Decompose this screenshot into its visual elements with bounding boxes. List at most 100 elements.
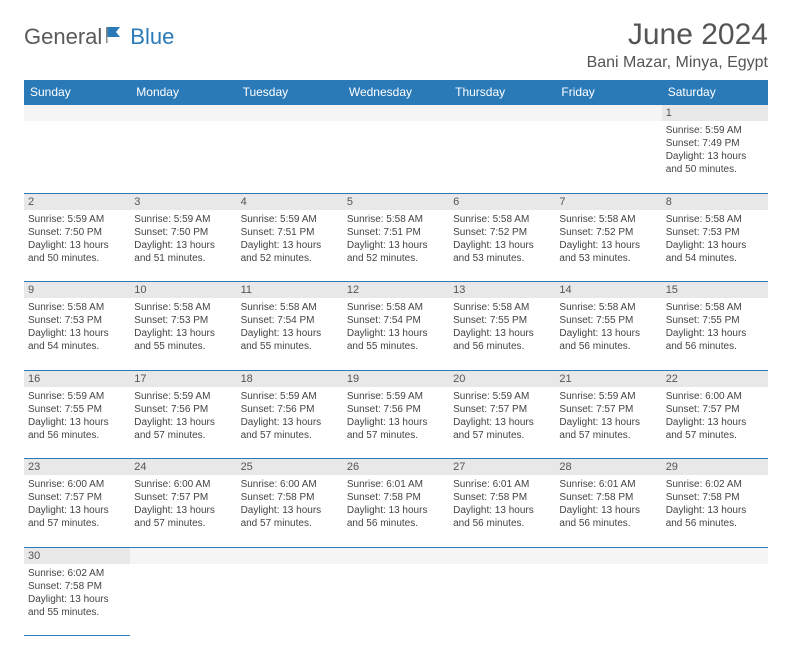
sunset-line: Sunset: 7:57 PM	[134, 491, 232, 504]
day-body-cell: Sunrise: 5:59 AMSunset: 7:57 PMDaylight:…	[555, 387, 661, 459]
daylight-line: Daylight: 13 hours and 57 minutes.	[453, 416, 551, 442]
day-number-cell: 18	[237, 370, 343, 387]
daylight-line: Daylight: 13 hours and 56 minutes.	[559, 504, 657, 530]
day-body-cell: Sunrise: 5:58 AMSunset: 7:53 PMDaylight:…	[24, 298, 130, 370]
day-body-cell	[237, 121, 343, 193]
sunset-line: Sunset: 7:58 PM	[347, 491, 445, 504]
daylight-line: Daylight: 13 hours and 57 minutes.	[347, 416, 445, 442]
day-body-cell: Sunrise: 5:58 AMSunset: 7:53 PMDaylight:…	[662, 210, 768, 282]
sunset-line: Sunset: 7:55 PM	[453, 314, 551, 327]
sunrise-line: Sunrise: 5:58 AM	[347, 301, 445, 314]
sunrise-line: Sunrise: 5:59 AM	[28, 213, 126, 226]
sunrise-line: Sunrise: 6:00 AM	[134, 478, 232, 491]
daylight-line: Daylight: 13 hours and 57 minutes.	[666, 416, 764, 442]
daylight-line: Daylight: 13 hours and 53 minutes.	[559, 239, 657, 265]
week-row: Sunrise: 5:59 AMSunset: 7:55 PMDaylight:…	[24, 387, 768, 459]
daylight-line: Daylight: 13 hours and 57 minutes.	[28, 504, 126, 530]
daylight-line: Daylight: 13 hours and 56 minutes.	[666, 504, 764, 530]
sunset-line: Sunset: 7:58 PM	[241, 491, 339, 504]
day-body-cell: Sunrise: 5:59 AMSunset: 7:49 PMDaylight:…	[662, 121, 768, 193]
day-header: Thursday	[449, 80, 555, 105]
daylight-line: Daylight: 13 hours and 57 minutes.	[241, 416, 339, 442]
daylight-line: Daylight: 13 hours and 55 minutes.	[347, 327, 445, 353]
day-number-cell: 29	[662, 459, 768, 476]
daylight-line: Daylight: 13 hours and 57 minutes.	[134, 416, 232, 442]
sunrise-line: Sunrise: 6:02 AM	[28, 567, 126, 580]
day-number-cell: 6	[449, 193, 555, 210]
day-body-cell	[237, 564, 343, 636]
sunrise-line: Sunrise: 5:58 AM	[666, 213, 764, 226]
day-body-cell: Sunrise: 5:59 AMSunset: 7:56 PMDaylight:…	[237, 387, 343, 459]
sunrise-line: Sunrise: 6:00 AM	[666, 390, 764, 403]
daylight-line: Daylight: 13 hours and 51 minutes.	[134, 239, 232, 265]
day-body-cell: Sunrise: 5:59 AMSunset: 7:50 PMDaylight:…	[24, 210, 130, 282]
daylight-line: Daylight: 13 hours and 54 minutes.	[666, 239, 764, 265]
sunrise-line: Sunrise: 5:59 AM	[453, 390, 551, 403]
sunrise-line: Sunrise: 6:00 AM	[28, 478, 126, 491]
daylight-line: Daylight: 13 hours and 57 minutes.	[134, 504, 232, 530]
day-header: Friday	[555, 80, 661, 105]
daylight-line: Daylight: 13 hours and 52 minutes.	[347, 239, 445, 265]
day-body-cell	[130, 121, 236, 193]
day-number-cell: 25	[237, 459, 343, 476]
day-number-cell: 20	[449, 370, 555, 387]
day-number-cell: 14	[555, 282, 661, 299]
day-number-cell	[449, 547, 555, 564]
daylight-line: Daylight: 13 hours and 53 minutes.	[453, 239, 551, 265]
sunrise-line: Sunrise: 6:01 AM	[453, 478, 551, 491]
sunset-line: Sunset: 7:58 PM	[559, 491, 657, 504]
day-header: Sunday	[24, 80, 130, 105]
day-number-cell: 21	[555, 370, 661, 387]
day-number-cell: 27	[449, 459, 555, 476]
day-number-cell	[343, 547, 449, 564]
header: General Blue June 2024 Bani Mazar, Minya…	[24, 18, 768, 72]
day-number-cell: 11	[237, 282, 343, 299]
daynum-row: 2345678	[24, 193, 768, 210]
day-header: Tuesday	[237, 80, 343, 105]
day-header: Monday	[130, 80, 236, 105]
sunset-line: Sunset: 7:57 PM	[666, 403, 764, 416]
sunrise-line: Sunrise: 5:59 AM	[134, 213, 232, 226]
day-body-cell	[555, 564, 661, 636]
daylight-line: Daylight: 13 hours and 50 minutes.	[666, 150, 764, 176]
day-number-cell: 26	[343, 459, 449, 476]
sunrise-line: Sunrise: 5:58 AM	[666, 301, 764, 314]
sunrise-line: Sunrise: 5:59 AM	[559, 390, 657, 403]
daylight-line: Daylight: 13 hours and 56 minutes.	[559, 327, 657, 353]
day-number-cell: 10	[130, 282, 236, 299]
day-body-cell: Sunrise: 6:00 AMSunset: 7:57 PMDaylight:…	[130, 475, 236, 547]
calendar-page: General Blue June 2024 Bani Mazar, Minya…	[0, 0, 792, 654]
week-row: Sunrise: 5:59 AMSunset: 7:49 PMDaylight:…	[24, 121, 768, 193]
day-body-cell: Sunrise: 6:00 AMSunset: 7:58 PMDaylight:…	[237, 475, 343, 547]
sunset-line: Sunset: 7:56 PM	[241, 403, 339, 416]
sunrise-line: Sunrise: 5:59 AM	[241, 390, 339, 403]
sunrise-line: Sunrise: 5:59 AM	[241, 213, 339, 226]
logo-text-general: General	[24, 24, 102, 50]
week-row: Sunrise: 5:59 AMSunset: 7:50 PMDaylight:…	[24, 210, 768, 282]
sunset-line: Sunset: 7:54 PM	[241, 314, 339, 327]
daylight-line: Daylight: 13 hours and 57 minutes.	[241, 504, 339, 530]
sunrise-line: Sunrise: 5:59 AM	[28, 390, 126, 403]
day-number-cell: 13	[449, 282, 555, 299]
day-number-cell: 23	[24, 459, 130, 476]
sunrise-line: Sunrise: 5:58 AM	[453, 213, 551, 226]
day-body-cell: Sunrise: 5:58 AMSunset: 7:53 PMDaylight:…	[130, 298, 236, 370]
logo-text-blue: Blue	[130, 24, 174, 50]
sunset-line: Sunset: 7:53 PM	[134, 314, 232, 327]
sunset-line: Sunset: 7:56 PM	[134, 403, 232, 416]
day-number-cell	[130, 105, 236, 122]
sunset-line: Sunset: 7:49 PM	[666, 137, 764, 150]
day-body-cell: Sunrise: 6:02 AMSunset: 7:58 PMDaylight:…	[662, 475, 768, 547]
sunset-line: Sunset: 7:55 PM	[666, 314, 764, 327]
daylight-line: Daylight: 13 hours and 56 minutes.	[666, 327, 764, 353]
day-number-cell: 28	[555, 459, 661, 476]
day-body-cell: Sunrise: 5:59 AMSunset: 7:50 PMDaylight:…	[130, 210, 236, 282]
daylight-line: Daylight: 13 hours and 56 minutes.	[453, 327, 551, 353]
day-number-cell: 12	[343, 282, 449, 299]
sunset-line: Sunset: 7:55 PM	[559, 314, 657, 327]
daynum-row: 23242526272829	[24, 459, 768, 476]
daynum-row: 9101112131415	[24, 282, 768, 299]
daylight-line: Daylight: 13 hours and 57 minutes.	[559, 416, 657, 442]
day-body-cell: Sunrise: 6:00 AMSunset: 7:57 PMDaylight:…	[662, 387, 768, 459]
sunset-line: Sunset: 7:53 PM	[666, 226, 764, 239]
